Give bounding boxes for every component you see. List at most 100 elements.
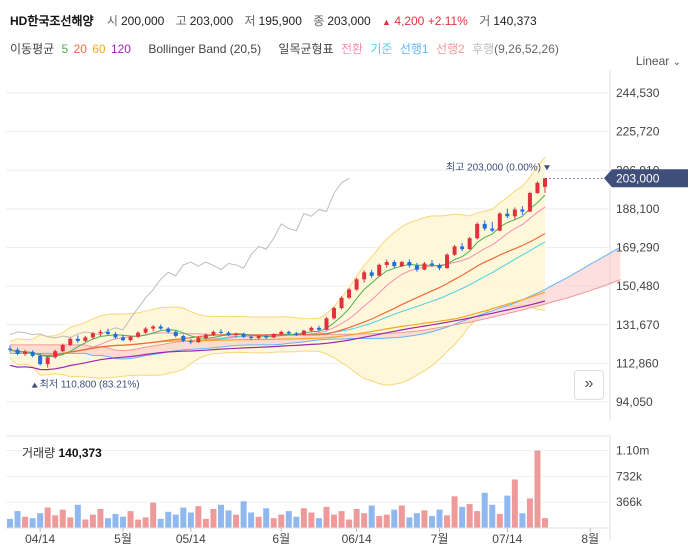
volume-bar: [285, 511, 292, 528]
volume-bar: [323, 506, 330, 528]
price-tick-label: 169,290: [616, 241, 660, 255]
candle-body: [105, 331, 110, 334]
volume-bar: [376, 516, 383, 528]
volume-label: 거: [479, 14, 491, 28]
volume-bar: [436, 509, 443, 528]
low-value: 195,900: [258, 14, 302, 28]
ma-period-60[interactable]: 60: [92, 42, 106, 56]
candle-body: [505, 213, 510, 217]
volume-tick-label: 366k: [616, 495, 643, 509]
volume-bar: [52, 515, 59, 528]
ichimoku-leading1[interactable]: 선행1: [399, 42, 429, 56]
current-price-tag: [604, 169, 688, 188]
candle-body: [75, 338, 80, 341]
volume-bar: [481, 492, 488, 528]
ichimoku-conversion[interactable]: 전환: [340, 42, 364, 56]
time-tick-label: 6월: [272, 532, 290, 546]
candle-body: [53, 351, 58, 358]
time-tick-label: 04/14: [25, 532, 55, 546]
candle-body: [136, 332, 141, 337]
volume-bar: [67, 517, 74, 528]
ma-period-5[interactable]: 5: [61, 42, 69, 56]
candle-body: [83, 337, 88, 341]
bollinger-label[interactable]: Bollinger Band (20,5): [148, 42, 262, 56]
volume-bar: [383, 514, 390, 528]
price-tick-label: 188,100: [616, 202, 660, 216]
price-axis: 244,530225,720206,910188,100169,290150,4…: [616, 86, 660, 409]
volume-bar: [368, 505, 375, 528]
volume-bar: [165, 511, 172, 528]
candle-body: [384, 262, 389, 265]
ichimoku-label[interactable]: 일목균형표: [278, 42, 334, 56]
volume-bar: [278, 514, 285, 528]
candle-body: [113, 333, 118, 338]
scale-mode-label: Linear: [635, 54, 670, 68]
volume-bar: [104, 518, 111, 528]
ichimoku-base[interactable]: 기준: [370, 42, 393, 56]
volume-title-label: 거래량: [22, 446, 56, 460]
low-label: 저: [244, 14, 256, 28]
candle-body: [211, 331, 216, 335]
candle-body: [143, 328, 148, 333]
candle-body: [128, 336, 133, 341]
change-value: 4,200: [394, 14, 425, 28]
candle-body: [309, 327, 314, 331]
volume-bar: [428, 516, 435, 528]
candle-body: [467, 238, 472, 250]
candle-body: [512, 209, 517, 217]
candle-body: [332, 308, 337, 319]
candle-body: [60, 345, 65, 352]
ma-period-120[interactable]: 120: [110, 42, 131, 56]
volume-bar: [44, 507, 51, 528]
volume-tick-label: 1.10m: [616, 444, 649, 458]
ichimoku-leading2[interactable]: 선행2: [435, 42, 465, 56]
volume-bar: [300, 508, 307, 528]
chevron-down-icon: ⌄: [672, 57, 681, 68]
candle-body: [407, 262, 412, 266]
ma-period-20[interactable]: 20: [73, 42, 87, 56]
volume-bar: [542, 518, 548, 528]
candle-body: [279, 331, 284, 334]
ichimoku-cloud: [10, 247, 621, 360]
candle-body: [497, 213, 502, 231]
volume-bar: [127, 511, 134, 528]
ma-label[interactable]: 이동평균: [10, 42, 55, 56]
candle-body: [166, 328, 171, 332]
scale-dropdown[interactable]: Linear ⌄: [636, 54, 681, 68]
candle-body: [226, 332, 231, 335]
candle-body: [90, 333, 95, 338]
volume-bar: [444, 515, 451, 528]
indicator-lines: [9, 156, 621, 386]
volume-bar: [255, 516, 262, 528]
low-annotation: 최저 110,800 (83.21%): [40, 379, 140, 391]
annotations: 203,000 최고 203,000 (0.00%) 최저 110,800 (83.…: [31, 161, 688, 391]
volume-bar: [37, 513, 44, 528]
scroll-latest-button[interactable]: »: [574, 370, 604, 400]
candle-body: [181, 335, 186, 341]
volume-bar: [534, 450, 541, 528]
volume-bar: [398, 505, 405, 528]
candle-body: [414, 265, 419, 270]
candle-body: [347, 289, 352, 298]
volume-bar: [150, 502, 157, 528]
volume-bar: [210, 508, 217, 528]
candle-body: [422, 263, 427, 270]
time-tick-label: 05/14: [176, 532, 206, 546]
stock-name: HD한국조선해양: [10, 14, 94, 28]
time-axis: 04/14 5월 05/14 6월 06/14 7월 07/14 8월: [6, 527, 610, 546]
candle-body: [520, 209, 525, 212]
candle-body: [294, 333, 299, 335]
volume-bar: [14, 511, 21, 528]
volume-bar: [270, 518, 277, 528]
volume-bar: [421, 510, 428, 528]
ichimoku-lagging[interactable]: 후행: [472, 42, 495, 56]
candle-body: [301, 330, 306, 335]
volume-bar: [89, 514, 96, 528]
candle-body: [354, 279, 359, 290]
candle-body: [362, 272, 367, 280]
volume-bar: [308, 512, 315, 528]
volume-bar: [331, 514, 338, 528]
bollinger-lower-line: [9, 304, 546, 386]
volume-title-value: 140,373: [58, 446, 102, 460]
